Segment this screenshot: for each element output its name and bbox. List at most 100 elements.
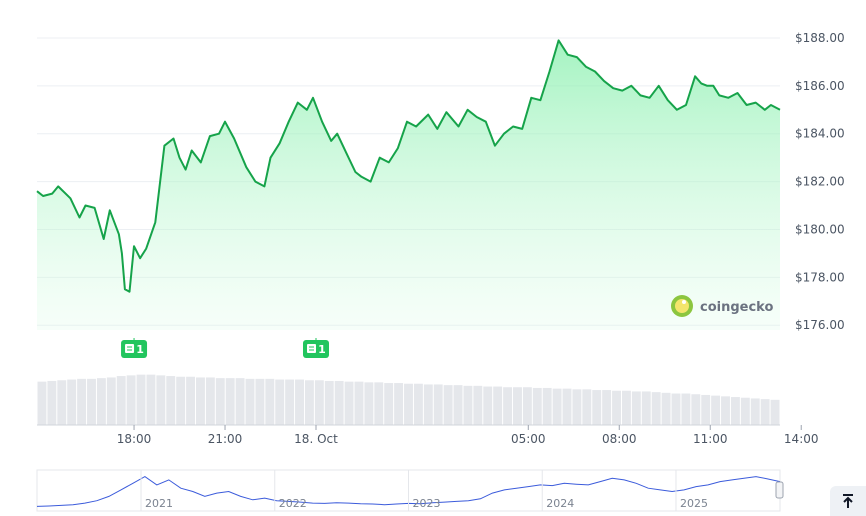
volume-bar [136,374,146,425]
volume-bar [106,377,116,425]
volume-bar [612,390,621,425]
volume-bar [711,395,721,425]
volume-bar [265,378,275,425]
x-tick-label: 14:00 [784,432,819,446]
volume-bar [324,380,334,425]
volume-bar [631,391,641,425]
volume-bars [37,374,780,426]
volume-bar [740,397,750,425]
volume-bar [146,374,156,425]
volume-bar [483,386,493,425]
volume-bar [67,379,77,425]
price-area-fill [37,40,780,331]
y-tick-label: $180.00 [795,222,845,236]
volume-bar [542,387,552,425]
volume-bar [47,380,57,425]
volume-bar [513,387,522,425]
volume-bar [116,376,126,425]
volume-bar [552,388,562,425]
event-count: 1 [318,343,326,356]
event-marker: 1 [303,338,330,358]
volume-bar [245,378,255,425]
volume-bar [225,378,235,425]
volume-bar [384,383,394,425]
x-tick-label: 21:00 [208,432,243,446]
volume-bar [760,399,770,425]
gecko-logo-eye [682,300,686,304]
volume-bar [503,387,513,425]
x-tick-label: 05:00 [511,432,546,446]
volume-bar [770,399,780,425]
volume-bar [572,389,582,425]
volume-bar [413,383,423,425]
volume-bar [404,383,413,425]
volume-bar [701,394,711,425]
y-tick-label: $184.00 [795,127,845,141]
volume-bar [275,379,285,425]
volume-bar [314,380,324,425]
volume-bar [433,384,443,425]
gecko-logo-inner [675,299,689,313]
volume-bar [453,385,463,425]
volume-bar [205,377,215,425]
volume-bar [730,397,740,425]
volume-bar [196,377,205,425]
volume-bar [126,375,136,425]
volume-bar [295,379,304,425]
volume-bar [334,380,344,425]
x-tick-label: 18. Oct [294,432,338,446]
volume-bar [473,385,483,425]
volume-bar [87,378,96,425]
y-tick-label: $186.00 [795,79,845,93]
y-axis-ticks: $176.00 $178.00 $180.00 $182.00 $184.00 $186.… [795,31,845,332]
arrow-up-icon [843,494,853,508]
volume-bar [166,376,176,425]
navigator-year-label: 2021 [145,497,173,510]
volume-bar [562,388,572,425]
volume-bar [37,381,47,425]
volume-bar [750,398,760,425]
price-line [36,39,781,293]
news-icon [125,344,135,353]
volume-bar [641,391,651,425]
brand-name: coingecko [700,300,773,315]
navigator-year-label: 2023 [413,497,441,510]
y-tick-label: $176.00 [795,318,845,332]
volume-bar [463,385,473,425]
event-marker: 1 [121,338,148,358]
volume-bar [532,387,542,425]
volume-bar [661,392,671,425]
volume-bar [691,394,701,425]
x-tick-label: 11:00 [693,432,728,446]
y-tick-label: $182.00 [795,175,845,189]
volume-bar [651,392,661,425]
scroll-to-top-button[interactable] [830,486,866,516]
event-count: 1 [136,343,144,356]
volume-bar [364,382,374,425]
volume-bar [374,382,384,425]
volume-bar [423,384,433,425]
volume-bar [285,379,295,425]
volume-bar [344,381,354,425]
volume-bar [681,393,691,425]
y-tick-label: $188.00 [795,31,845,45]
volume-bar [721,396,730,425]
volume-bar [602,390,612,425]
range-navigator[interactable]: 2021 2022 2023 2024 2025 [36,469,784,512]
volume-bar [57,380,67,425]
volume-bar [621,390,631,425]
volume-bar [394,383,404,425]
volume-bar [96,378,106,425]
volume-bar [255,378,265,425]
volume-bar [592,390,602,425]
volume-bar [215,378,225,425]
volume-bar [582,389,592,425]
volume-bar [443,385,453,425]
navigator-handle[interactable] [775,481,784,499]
price-series-line [36,39,781,293]
volume-bar [186,376,196,425]
volume-bar [156,375,166,425]
